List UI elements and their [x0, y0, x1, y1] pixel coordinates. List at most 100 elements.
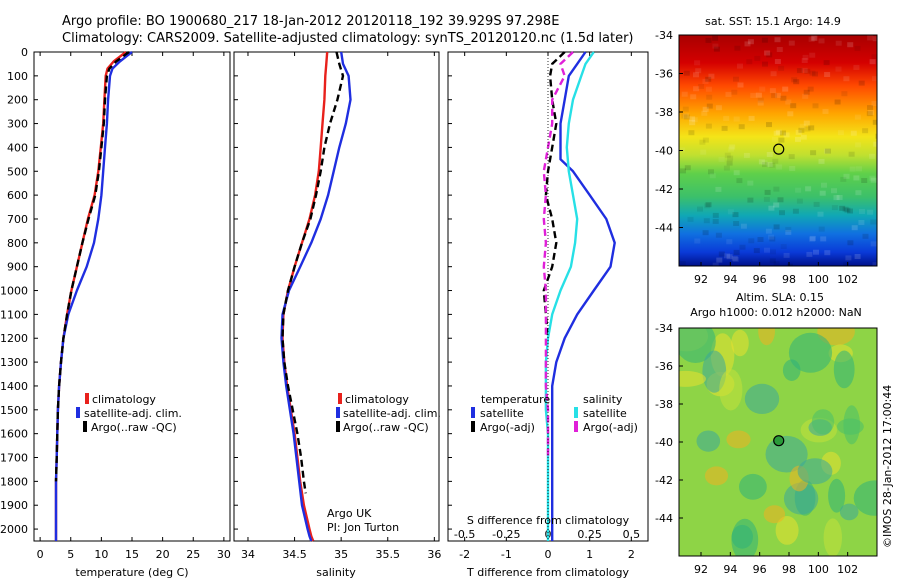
sst-noise-cell [682, 106, 689, 112]
sla-map-axes: 92 94 96 98 100 102 -34 -36 -38 -40 -42 -44 [655, 322, 858, 576]
sst-noise-cell [854, 254, 861, 259]
legend-swatch-temp-argo [471, 421, 475, 432]
sst-noise-cell [702, 106, 709, 112]
series-line [54, 51, 127, 541]
sst-noise-cell [792, 208, 799, 214]
sst-noise-cell [783, 132, 790, 138]
map-x-tick-label: 96 [753, 273, 767, 286]
legend-label-climatology: climatology [345, 393, 409, 406]
sst-noise-cell [835, 40, 842, 46]
depth-tick-label: 2000 [0, 523, 28, 536]
sst-noise-cell [785, 226, 792, 232]
sst-texture [679, 35, 877, 266]
map-x-tick-label: 98 [782, 273, 796, 286]
sst-noise-cell [812, 71, 818, 77]
map-y-tick-label: -44 [655, 512, 673, 525]
sst-noise-cell [778, 137, 785, 143]
x-tick-label: 30 [217, 548, 231, 561]
sst-noise-cell [810, 35, 817, 41]
argo-position-marker [773, 435, 785, 447]
sst-noise-cell [768, 234, 775, 240]
sst-noise-cell [737, 82, 744, 88]
sst-noise-cell [746, 59, 753, 65]
sst-noise-cell [715, 232, 722, 238]
sst-noise-cell [705, 123, 712, 129]
map-y-tick-label: -38 [655, 106, 673, 119]
legend-label-climatology: climatology [92, 393, 156, 406]
depth-tick-label: 1600 [0, 428, 28, 441]
sla-blob [731, 329, 749, 357]
sst-noise-cell [732, 212, 739, 218]
sst-noise-cell [695, 68, 702, 74]
sst-noise-cell [716, 257, 723, 263]
legend-label-argo: Argo(..raw -QC) [343, 421, 429, 434]
sst-noise-cell [870, 219, 877, 225]
sla-blob [679, 370, 706, 387]
map-x-tick-label: 98 [782, 563, 796, 576]
sla-blob [744, 383, 780, 414]
sst-noise-cell [701, 110, 708, 116]
sst-noise-cell [731, 89, 738, 95]
x-tick-label: 35 [334, 548, 348, 561]
depth-tick-label: 200 [7, 94, 28, 107]
series-line [544, 51, 595, 541]
sst-noise-cell [824, 250, 831, 256]
sst-noise-cell [680, 168, 686, 174]
sst-noise-cell [769, 88, 776, 94]
series-line [281, 51, 329, 542]
sst-map [679, 35, 877, 266]
sst-noise-cell [771, 93, 778, 99]
sst-noise-cell [683, 70, 690, 76]
depth-tick-label: 1800 [0, 475, 28, 488]
sst-noise-cell [812, 103, 819, 109]
sst-noise-cell [744, 41, 751, 47]
sst-noise-cell [855, 142, 862, 148]
legend-swatch-argo [336, 421, 340, 432]
sst-noise-cell [690, 94, 697, 100]
sst-noise-cell [862, 128, 869, 134]
sst-noise-cell [715, 105, 722, 111]
sst-noise-cell [800, 134, 807, 140]
map-x-tick-label: 102 [837, 563, 858, 576]
sst-noise-cell [773, 261, 780, 266]
sst-noise-cell [809, 235, 816, 241]
sst-noise-cell [843, 262, 850, 266]
sst-noise-cell [802, 54, 809, 60]
sst-noise-cell [761, 37, 768, 43]
legend-label-argo: Argo(..raw -QC) [91, 421, 177, 434]
sst-noise-cell [872, 36, 877, 42]
sst-noise-cell [723, 165, 730, 171]
sst-noise-cell [706, 103, 713, 109]
sst-noise-cell [687, 216, 694, 222]
sst-noise-cell [764, 189, 771, 195]
sst-noise-cell [698, 84, 705, 89]
sst-noise-cell [766, 122, 772, 128]
sla-blob [783, 482, 819, 515]
sla-blob [719, 369, 743, 411]
sst-noise-cell [727, 155, 734, 161]
sst-noise-cell [870, 177, 877, 183]
map-y-tick-label: -42 [655, 183, 673, 196]
credit-text: ©IMOS 28-Jan-2012 17:00:44 [881, 385, 894, 548]
depth-tick-label: 0 [21, 46, 28, 59]
legend-swatch-climatology [85, 393, 89, 404]
sst-noise-cell [873, 141, 877, 147]
sla-blob [679, 328, 716, 363]
sla-blob [704, 466, 729, 486]
sst-noise-cell [726, 254, 733, 260]
sst-noise-cell [688, 130, 695, 136]
sst-noise-cell [809, 52, 816, 58]
sst-noise-cell [824, 148, 830, 154]
sst-noise-cell [817, 211, 824, 217]
sst-noise-cell [755, 92, 762, 98]
legend-label-sal-argo: Argo(-adj) [583, 421, 638, 434]
x-tick-label: 36 [427, 548, 441, 561]
map-y-tick-label: -42 [655, 474, 673, 487]
sst-noise-cell [849, 166, 856, 172]
depth-tick-label: 600 [7, 189, 28, 202]
sst-noise-cell [713, 46, 720, 52]
sst-noise-cell [726, 239, 733, 245]
sst-noise-cell [783, 252, 790, 258]
sst-noise-cell [854, 45, 861, 51]
sst-noise-cell [872, 119, 877, 125]
